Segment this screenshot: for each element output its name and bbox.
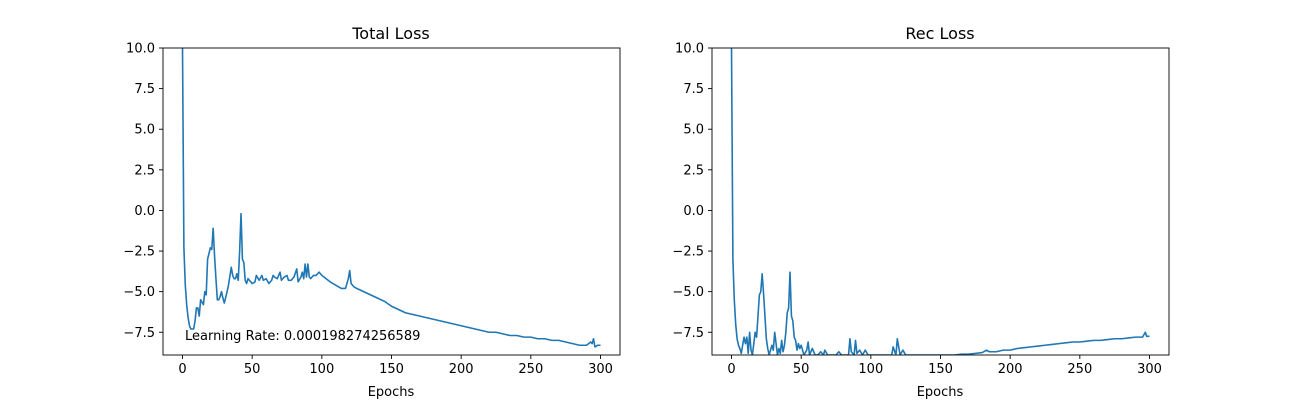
x-tick-label: 200 — [449, 362, 474, 377]
axes-frame — [162, 47, 621, 356]
y-tick-label: −7.5 — [672, 326, 704, 341]
x-tick-label: 250 — [1067, 362, 1092, 377]
chart-total-loss: Total Loss 0 50 100 150 200 250 300 −7.5 −5.0 −2.… — [123, 24, 621, 400]
y-tick-label: −2.5 — [672, 245, 704, 260]
y-tick-label: −2.5 — [123, 245, 155, 260]
learning-rate-annotation: Learning Rate: 0.000198274256589 — [185, 329, 420, 344]
chart-title: Rec Loss — [905, 24, 974, 43]
y-tick-label: 5.0 — [134, 123, 155, 138]
y-tick-label: 0.0 — [683, 204, 704, 219]
y-tick-label: 10.0 — [126, 42, 155, 57]
y-tick-label: 7.5 — [683, 82, 704, 97]
x-tick-label: 100 — [858, 362, 883, 377]
plot-area: 0 50 100 150 200 250 300 −7.5 −5.0 −2.5 0.0 2.5 5.0 7… — [672, 42, 1170, 377]
plot-area: 0 50 100 150 200 250 300 −7.5 −5.0 −2.5 0.0 2.5 5.0 7… — [123, 42, 621, 377]
x-tick-label: 0 — [178, 362, 186, 377]
x-tick-label: 50 — [793, 362, 810, 377]
series-line-0 — [730, 48, 1150, 355]
chart-title: Total Loss — [351, 24, 430, 43]
axes-frame — [711, 47, 1170, 356]
x-axis-label: Epochs — [917, 385, 964, 400]
x-tick-label: 300 — [1137, 362, 1162, 377]
chart-rec-loss: Rec Loss 0 50 100 150 200 250 300−7.5−5.0−2.50… — [672, 24, 1170, 400]
y-tick-label: −5.0 — [123, 285, 155, 300]
y-tick-label: 5.0 — [683, 123, 704, 138]
y-tick-label: 0.0 — [134, 204, 155, 219]
x-tick-label: 250 — [518, 362, 543, 377]
x-tick-label: 200 — [998, 362, 1023, 377]
y-tick-label: 2.5 — [683, 163, 704, 178]
y-tick-label: −5.0 — [672, 285, 704, 300]
y-tick-label: −7.5 — [123, 326, 155, 341]
x-tick-label: 150 — [379, 362, 404, 377]
x-tick-label: 300 — [588, 362, 613, 377]
y-tick-label: 10.0 — [675, 42, 704, 57]
y-tick-label: 7.5 — [134, 82, 155, 97]
x-tick-label: 0 — [727, 362, 735, 377]
x-tick-label: 50 — [244, 362, 261, 377]
x-tick-label: 100 — [309, 362, 334, 377]
y-tick-label: 2.5 — [134, 163, 155, 178]
series-line-0 — [181, 48, 601, 348]
x-axis-label: Epochs — [368, 385, 415, 400]
x-tick-label: 150 — [928, 362, 953, 377]
